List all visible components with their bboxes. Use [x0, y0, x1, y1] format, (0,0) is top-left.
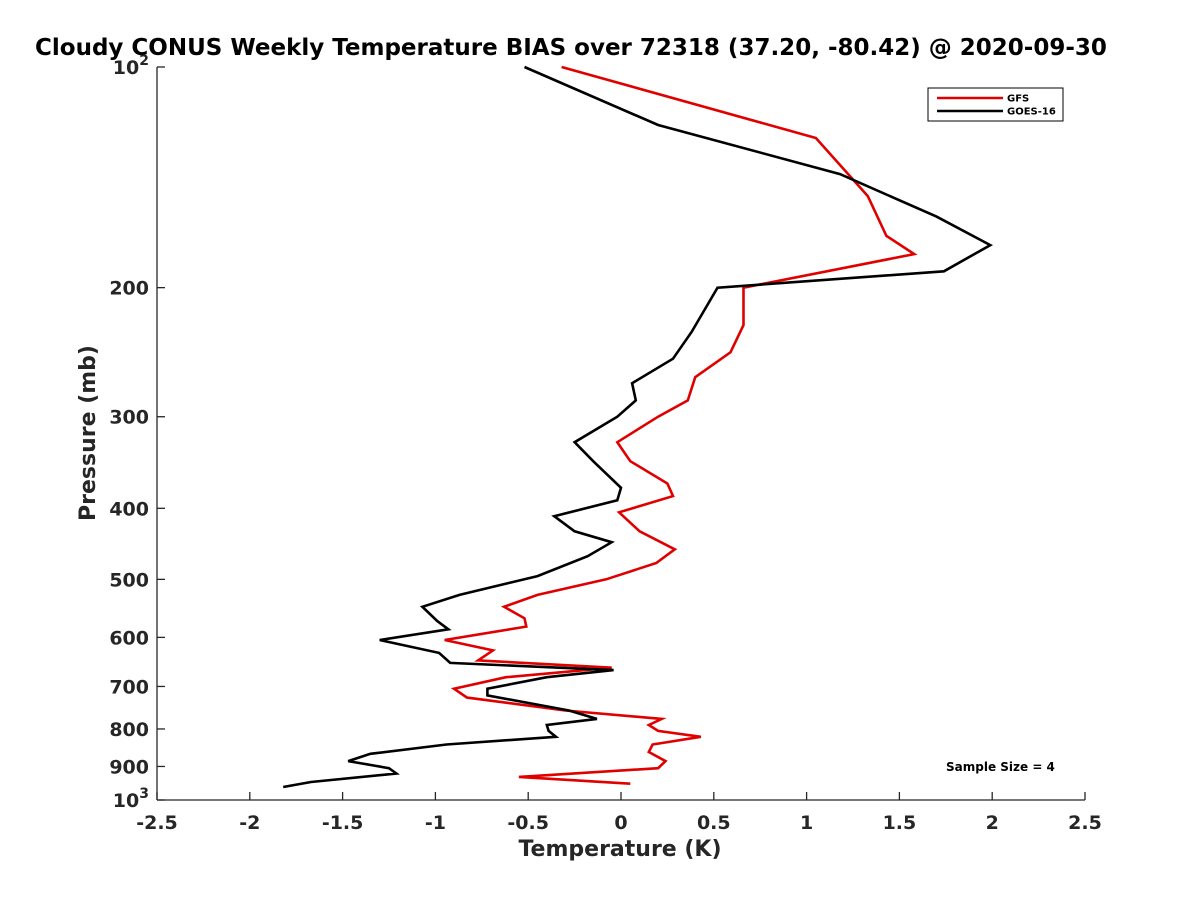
- y-tick-label: 300: [109, 407, 149, 429]
- x-tick-label: 2.5: [1068, 812, 1102, 834]
- x-tick-label: -1: [425, 812, 446, 834]
- chart-title: Cloudy CONUS Weekly Temperature BIAS ove…: [35, 35, 1107, 61]
- y-tick-label: 103: [113, 786, 149, 812]
- legend-label-gfs: GFS: [1007, 94, 1029, 105]
- y-tick-label: 700: [109, 676, 149, 698]
- series-line-goes16: [282, 65, 994, 789]
- x-tick-label: 1: [800, 812, 813, 834]
- x-tick-label: -0.5: [507, 812, 549, 834]
- legend-box: [927, 87, 1064, 122]
- series-layer: [282, 65, 994, 789]
- y-axis-label: Pressure (mb): [76, 345, 101, 521]
- series-line-gfs: [444, 65, 918, 785]
- plot-area: -2.5 -2 -1.5 -1 -0.5 0 0.5 1 1.5 2 2.5 102 200 300 40…: [109, 53, 1102, 834]
- x-tick-label: 2: [986, 812, 999, 834]
- x-tick-label: 0.5: [697, 812, 731, 834]
- x-tick-label: 1.5: [883, 812, 917, 834]
- sample-size-annotation: Sample Size = 4: [946, 760, 1055, 774]
- y-axis-ticks: 102 200 300 400 500 600 700 800 900 103: [109, 53, 165, 812]
- legend: GFS GOES-16: [927, 87, 1064, 122]
- y-tick-label: 102: [113, 53, 149, 79]
- x-axis-label: Temperature (K): [518, 837, 721, 862]
- y-tick-label: 200: [109, 278, 149, 300]
- x-tick-label: -2: [239, 812, 260, 834]
- y-tick-label: 400: [109, 498, 149, 520]
- y-tick-label: 500: [109, 569, 149, 591]
- legend-label-goes16: GOES-16: [1007, 107, 1056, 118]
- x-tick-label: -1.5: [322, 812, 364, 834]
- y-tick-label: 600: [109, 627, 149, 649]
- y-tick-label: 900: [109, 756, 149, 778]
- x-axis-ticks: -2.5 -2 -1.5 -1 -0.5 0 0.5 1 1.5 2 2.5: [136, 792, 1102, 834]
- x-tick-label: -2.5: [136, 812, 178, 834]
- x-tick-label: 0: [614, 812, 627, 834]
- y-tick-label: 800: [109, 719, 149, 741]
